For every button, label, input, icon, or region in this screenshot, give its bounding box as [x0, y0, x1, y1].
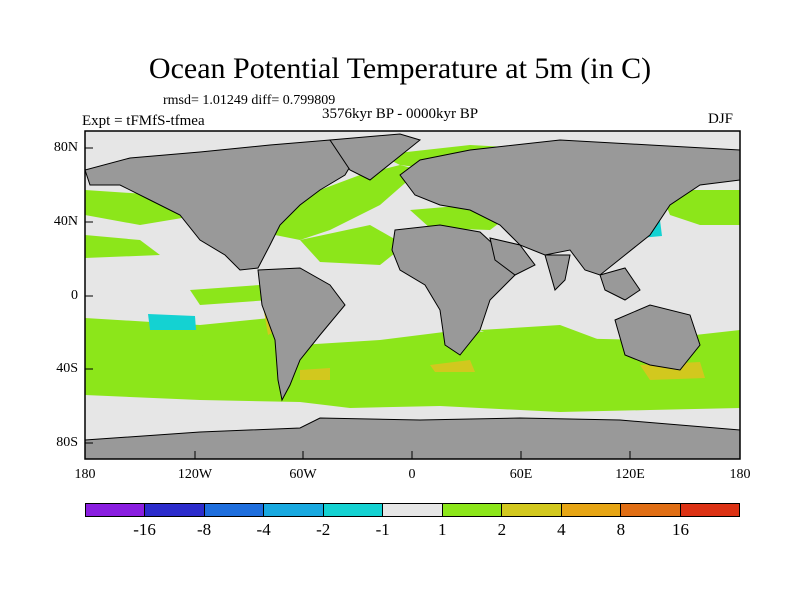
- southeast-asia: [599, 267, 641, 301]
- arabia: [489, 237, 536, 276]
- x-label-60e: 60E: [509, 467, 533, 482]
- x-label-120e: 120E: [615, 467, 645, 482]
- indian-ocean-patch: [480, 325, 600, 350]
- south-pacific-warm: [300, 368, 330, 380]
- south-band-warm: [430, 360, 475, 372]
- land-masses: [85, 133, 740, 459]
- colorbar-label: -1: [375, 520, 390, 539]
- colorbar-swatch: [502, 504, 562, 516]
- season-label: DJF: [708, 111, 734, 127]
- colorbar-label: 2: [497, 520, 507, 539]
- south-america: [257, 267, 346, 402]
- south-pacific-cool: [148, 314, 196, 330]
- india: [544, 254, 571, 291]
- y-label-40s: 40S: [56, 361, 78, 376]
- colorbar-label: -4: [256, 520, 271, 539]
- y-label-0: 0: [71, 288, 78, 303]
- x-label-0: 0: [408, 467, 416, 482]
- colorbar-swatch: [621, 504, 681, 516]
- y-label-80s: 80S: [56, 435, 78, 450]
- north-atlantic-band: [270, 165, 420, 240]
- colorbar-swatch: [561, 504, 622, 516]
- colorbar-swatch: [680, 504, 739, 516]
- north-pacific-patch: [85, 235, 160, 258]
- colorbar-swatch: [383, 504, 443, 516]
- colorbar-label: -8: [196, 520, 212, 539]
- antarctica: [85, 417, 740, 459]
- south-pacific-band: [85, 355, 270, 395]
- colorbar-label: 8: [616, 520, 626, 539]
- period-label: 3576kyr BP - 0000kyr BP: [322, 106, 479, 122]
- colorbar-label: -16: [133, 520, 156, 539]
- stats-text: rmsd= 1.01249 diff= 0.799809: [163, 93, 336, 108]
- colorbar-label: -2: [316, 520, 331, 539]
- atlantic-midlatitude: [300, 225, 405, 265]
- x-label-180e: 180: [729, 467, 751, 482]
- x-label-60w: 60W: [289, 467, 317, 482]
- colorbar-swatch: [323, 504, 384, 516]
- colorbar: [85, 503, 740, 517]
- east-pacific-tropic: [190, 285, 270, 305]
- colorbar-swatch: [442, 504, 503, 516]
- colorbar-label: 4: [557, 520, 566, 539]
- axis-ticks: [85, 147, 631, 459]
- colorbar-swatch: [86, 504, 146, 516]
- north-america: [85, 139, 361, 271]
- colorbar-swatch: [145, 504, 205, 516]
- y-label-80n: 80N: [53, 140, 78, 155]
- colorbar-label: 1: [438, 520, 447, 539]
- y-label-40n: 40N: [53, 214, 78, 229]
- colorbar-label: 16: [671, 520, 689, 539]
- x-label-120w: 120W: [177, 467, 213, 482]
- greenland: [329, 133, 422, 181]
- colorbar-swatch: [264, 504, 324, 516]
- eurasia: [399, 139, 740, 276]
- australia: [614, 304, 701, 371]
- colorbar-swatch: [204, 504, 265, 516]
- africa: [391, 224, 521, 356]
- north-pacific-west-band: [85, 190, 200, 225]
- x-label-180w: 180: [74, 467, 96, 482]
- map-title: Ocean Potential Temperature at 5m (in C): [148, 52, 652, 85]
- experiment-label: Expt = tFMfS-tfmea: [82, 113, 205, 129]
